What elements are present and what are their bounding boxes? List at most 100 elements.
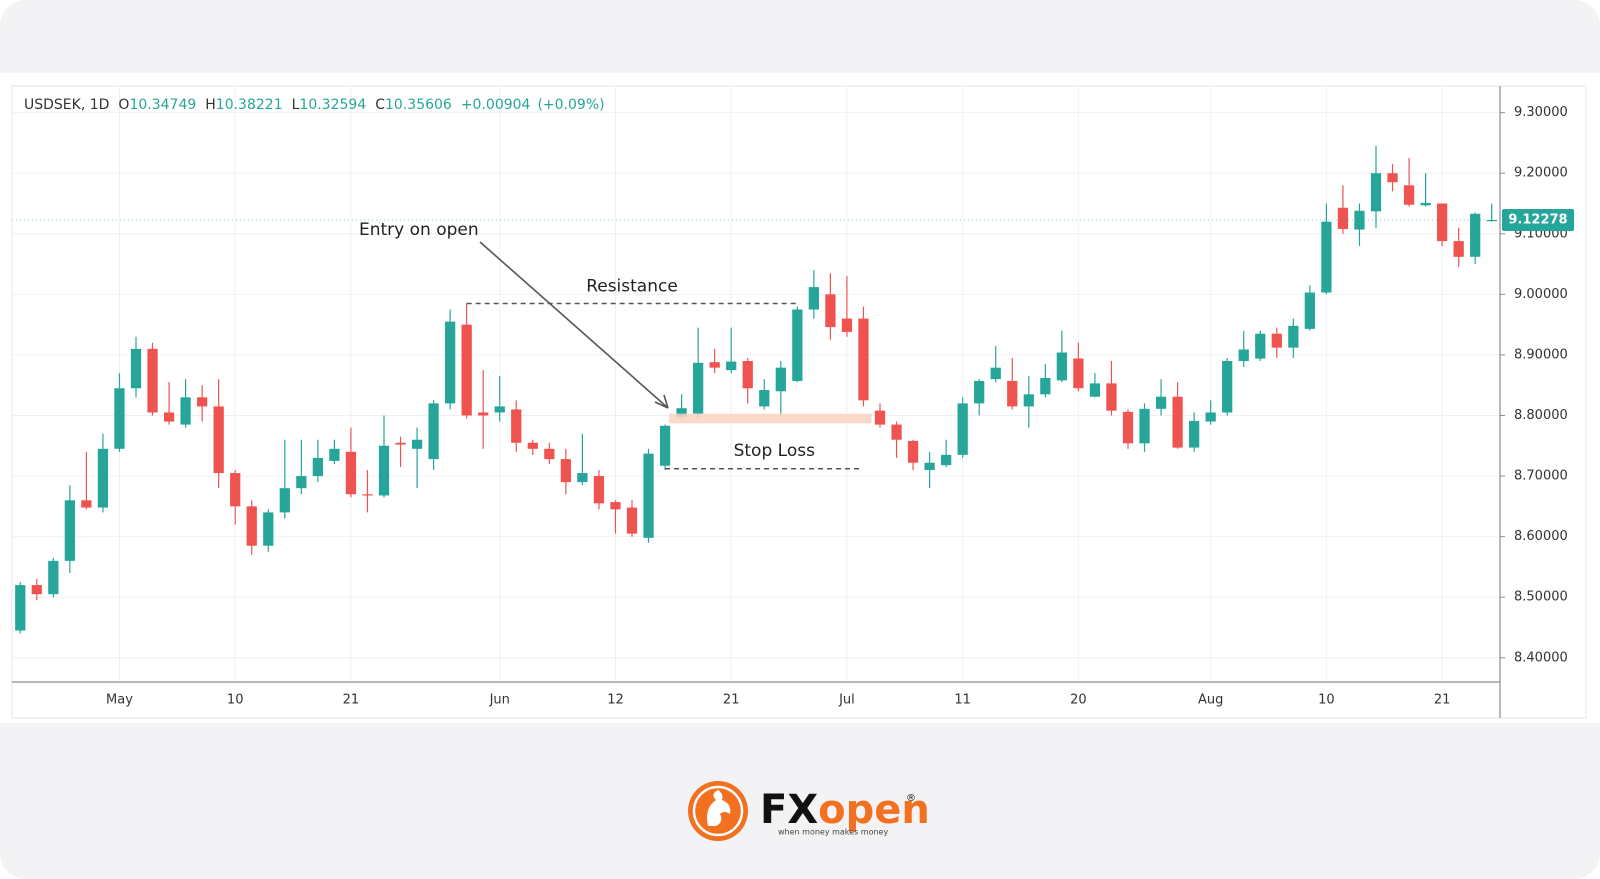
- legend-open: 10.34749: [129, 97, 196, 113]
- candle-body: [345, 451, 357, 495]
- legend-low-label: L: [292, 97, 300, 113]
- candle-body: [1271, 333, 1282, 348]
- candle-body: [676, 408, 687, 417]
- y-tick-label: 8.60000: [1514, 529, 1568, 544]
- candle-body: [544, 448, 555, 460]
- y-tick-label: 9.30000: [1514, 105, 1568, 120]
- candle-body: [97, 448, 109, 508]
- y-tick-label: 8.40000: [1514, 650, 1568, 665]
- candle-body: [759, 390, 770, 407]
- x-tick-label: 21: [1434, 693, 1451, 708]
- candle-body: [1122, 411, 1134, 444]
- candle-body: [825, 294, 836, 328]
- candle-body: [246, 506, 257, 546]
- candle-body: [626, 507, 638, 534]
- stop-loss-label: Stop Loss: [734, 441, 815, 461]
- entry-label: Entry on open: [359, 220, 479, 240]
- legend-change-pct: (+0.09%): [537, 97, 604, 113]
- y-tick-label: 8.80000: [1514, 408, 1568, 423]
- y-tick-label: 9.00000: [1514, 287, 1568, 302]
- logo-brand-b: open: [818, 787, 930, 833]
- candle-body: [445, 321, 456, 404]
- candle-body: [709, 362, 720, 368]
- logo-ring: [692, 785, 744, 837]
- logo-tagline: when money makes money: [778, 828, 888, 837]
- candle-body: [643, 453, 654, 538]
- candle-body: [1106, 383, 1117, 411]
- legend-change: +0.00904: [461, 97, 531, 113]
- candle-body: [378, 445, 390, 496]
- candle-body: [693, 362, 704, 414]
- legend-high-label: H: [205, 97, 216, 113]
- candle-body: [1073, 358, 1084, 389]
- y-tick-label: 8.70000: [1514, 469, 1568, 484]
- x-tick-label: 21: [343, 693, 360, 708]
- candle-body: [395, 442, 406, 445]
- candle-body: [1453, 241, 1464, 257]
- candle-body: [15, 585, 26, 631]
- x-tick-label: 10: [1318, 693, 1335, 708]
- candle-body: [411, 439, 423, 449]
- candle-body: [560, 459, 571, 483]
- candle-body: [1387, 173, 1398, 183]
- candle-body: [180, 397, 191, 425]
- legend-low: 10.32594: [299, 97, 366, 113]
- candle-body: [1238, 349, 1249, 361]
- x-tick-label: 21: [723, 693, 740, 708]
- x-tick-label: Jun: [489, 693, 510, 708]
- annotations: Entry on open Resistance Stop Loss: [359, 220, 872, 470]
- candle-body: [726, 361, 737, 371]
- candle-body: [1420, 202, 1431, 206]
- candle-body: [593, 476, 605, 504]
- candle-body: [1222, 360, 1233, 413]
- candle-body: [792, 309, 803, 381]
- candle-body: [1023, 394, 1034, 407]
- candle-body: [907, 440, 919, 463]
- candle-body: [659, 425, 671, 466]
- candle-body: [1288, 325, 1299, 348]
- legend-high: 10.38221: [216, 97, 283, 113]
- candle-body: [1304, 292, 1315, 329]
- candle-body: [279, 488, 290, 513]
- candle-body: [312, 457, 323, 477]
- logo: FXopen ® when money makes money: [688, 781, 930, 841]
- candle-body: [1437, 203, 1448, 242]
- last-price-label: 9.12278: [1508, 212, 1567, 227]
- candle-body: [511, 409, 522, 443]
- chart-panel: [0, 73, 1600, 723]
- candle-body: [147, 348, 158, 413]
- y-tick-label: 9.20000: [1514, 166, 1568, 181]
- candle-body: [329, 448, 340, 461]
- candle-body: [1089, 383, 1101, 397]
- candle-body: [296, 476, 307, 489]
- resistance-label: Resistance: [586, 276, 678, 296]
- candle-body: [1337, 207, 1349, 229]
- candle-body: [874, 410, 886, 425]
- legend-close: 10.35606: [385, 97, 452, 113]
- candle-body: [577, 473, 588, 483]
- candle-body: [1155, 396, 1167, 409]
- candle-body: [841, 318, 853, 332]
- legend-symbol: USDSEK, 1D: [24, 97, 109, 113]
- last-price-tag: [1502, 208, 1574, 231]
- candle-body: [858, 318, 869, 401]
- entry-arrow-head: [654, 394, 669, 409]
- candle-body: [1189, 420, 1200, 448]
- x-tick-label: Jul: [838, 693, 855, 708]
- entry-arrow: [479, 241, 669, 409]
- candle-body: [461, 324, 472, 416]
- candle-body: [527, 442, 538, 449]
- logo-fx: FXopen: [760, 787, 930, 833]
- candle-body: [1205, 412, 1216, 422]
- y-tick-label: 8.90000: [1514, 347, 1568, 362]
- candle-body: [130, 348, 142, 389]
- candle-body: [610, 502, 621, 510]
- candle-body: [494, 406, 505, 413]
- candle-body: [957, 403, 968, 455]
- x-tick-label: Aug: [1198, 693, 1223, 708]
- candle-body: [478, 412, 489, 416]
- logo-reg: ®: [906, 793, 916, 804]
- candle-body: [230, 473, 241, 507]
